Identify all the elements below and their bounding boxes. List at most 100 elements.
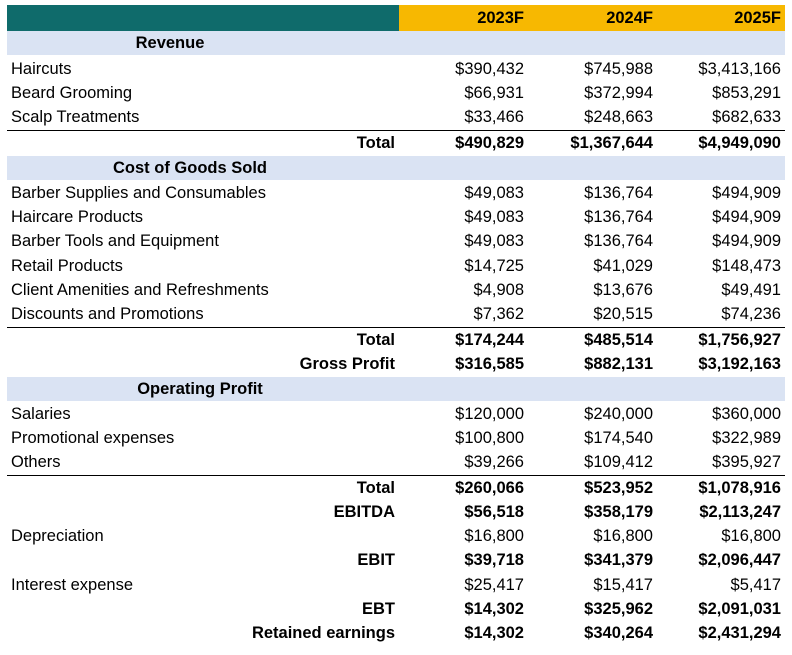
value-2023: $316,585 <box>455 354 524 373</box>
table-row: Client Amenities and Refreshments $4,908… <box>7 278 785 302</box>
value-2025: $494,909 <box>712 231 781 250</box>
row-label: EBIT <box>357 550 395 569</box>
row-label: EBITDA <box>333 502 395 521</box>
row-label: EBT <box>362 599 395 618</box>
row-label: Total <box>356 478 395 497</box>
value-2025: $853,291 <box>712 83 781 102</box>
row-label: Salaries <box>11 404 71 423</box>
ebit-row: EBIT $39,718 $341,379 $2,096,447 <box>7 548 785 572</box>
value-2024: $745,988 <box>584 59 653 78</box>
value-2025: $395,927 <box>712 452 781 471</box>
value-2024: $358,179 <box>584 502 653 521</box>
value-2025: $49,491 <box>721 280 781 299</box>
row-label: Haircare Products <box>11 207 144 226</box>
gross-profit-row: Gross Profit $316,585 $882,131 $3,192,16… <box>7 352 785 376</box>
value-2025: $1,756,927 <box>698 330 781 349</box>
retained-earnings-row: Retained earnings $14,302 $340,264 $2,43… <box>7 621 785 645</box>
value-2023: $25,417 <box>464 575 524 594</box>
row-label: Gross Profit <box>299 354 395 373</box>
value-2024: $136,764 <box>584 231 653 250</box>
value-2025: $494,909 <box>712 183 781 202</box>
row-label: Interest expense <box>11 575 133 594</box>
value-2024: $15,417 <box>593 575 653 594</box>
interest-expense-row: Interest expense $25,417 $15,417 $5,417 <box>7 573 785 597</box>
section-operating-profit: Operating Profit <box>7 377 785 401</box>
table-row: Barber Supplies and Consumables $49,083 … <box>7 181 785 205</box>
value-2024: $340,264 <box>584 623 653 642</box>
table-row: Scalp Treatments $33,466 $248,663 $682,6… <box>7 105 785 129</box>
year-2025-header: 2025F <box>659 5 785 31</box>
value-2024: $174,540 <box>584 428 653 447</box>
value-2023: $7,362 <box>473 304 524 323</box>
value-2025: $494,909 <box>712 207 781 226</box>
table-row: Discounts and Promotions $7,362 $20,515 … <box>7 302 785 326</box>
value-2025: $4,949,090 <box>698 133 781 152</box>
value-2023: $14,302 <box>464 623 524 642</box>
table-row: Retail Products $14,725 $41,029 $148,473 <box>7 254 785 278</box>
row-label: Discounts and Promotions <box>11 304 204 323</box>
value-2025: $2,091,031 <box>698 599 781 618</box>
value-2023: $39,266 <box>464 452 524 471</box>
value-2024: $882,131 <box>584 354 653 373</box>
value-2023: $4,908 <box>473 280 524 299</box>
row-label: Total <box>356 330 395 349</box>
row-label: Scalp Treatments <box>11 107 140 126</box>
divider <box>7 475 785 476</box>
value-2025: $5,417 <box>730 575 781 594</box>
value-2025: $322,989 <box>712 428 781 447</box>
row-label: Haircuts <box>11 59 72 78</box>
row-label: Barber Tools and Equipment <box>11 231 219 250</box>
value-2024: $41,029 <box>593 256 653 275</box>
value-2023: $260,066 <box>455 478 524 497</box>
value-2024: $372,994 <box>584 83 653 102</box>
table-row: Haircuts $390,432 $745,988 $3,413,166 <box>7 57 785 81</box>
value-2023: $390,432 <box>455 59 524 78</box>
value-2023: $100,800 <box>455 428 524 447</box>
value-2023: $49,083 <box>464 207 524 226</box>
value-2024: $136,764 <box>584 183 653 202</box>
value-2025: $682,633 <box>712 107 781 126</box>
depreciation-row: Depreciation $16,800 $16,800 $16,800 <box>7 524 785 548</box>
value-2025: $2,113,247 <box>699 502 781 521</box>
value-2024: $1,367,644 <box>570 133 653 152</box>
value-2024: $20,515 <box>593 304 653 323</box>
value-2024: $485,514 <box>584 330 653 349</box>
value-2023: $49,083 <box>464 231 524 250</box>
value-2024: $523,952 <box>584 478 653 497</box>
value-2025: $360,000 <box>712 404 781 423</box>
value-2025: $2,096,447 <box>698 550 781 569</box>
table-row: Others $39,266 $109,412 $395,927 <box>7 450 785 474</box>
value-2024: $325,962 <box>584 599 653 618</box>
table-row: Beard Grooming $66,931 $372,994 $853,291 <box>7 81 785 105</box>
header-row: 2023F 2024F 2025F <box>7 5 785 31</box>
value-2025: $16,800 <box>721 526 781 545</box>
value-2025: $148,473 <box>712 256 781 275</box>
value-2025: $74,236 <box>721 304 781 323</box>
value-2023: $33,466 <box>464 107 524 126</box>
value-2023: $66,931 <box>464 83 524 102</box>
row-label: Beard Grooming <box>11 83 133 102</box>
row-label: Depreciation <box>11 526 104 545</box>
row-label: Client Amenities and Refreshments <box>11 280 269 299</box>
value-2024: $248,663 <box>584 107 653 126</box>
ebt-row: EBT $14,302 $325,962 $2,091,031 <box>7 597 785 621</box>
value-2025: $2,431,294 <box>698 623 781 642</box>
value-2023: $16,800 <box>464 526 524 545</box>
divider <box>7 327 785 328</box>
value-2023: $14,302 <box>464 599 524 618</box>
year-2023-header: 2023F <box>399 5 530 31</box>
divider <box>7 130 785 131</box>
value-2025: $3,413,166 <box>698 59 781 78</box>
header-label-cell <box>7 5 399 31</box>
opex-total-row: Total $260,066 $523,952 $1,078,916 <box>7 476 785 500</box>
value-2023: $49,083 <box>464 183 524 202</box>
row-label: Retained earnings <box>251 623 395 642</box>
revenue-total-row: Total $490,829 $1,367,644 $4,949,090 <box>7 131 785 155</box>
value-2024: $16,800 <box>593 526 653 545</box>
value-2023: $56,518 <box>464 502 524 521</box>
value-2023: $39,718 <box>464 550 524 569</box>
value-2024: $13,676 <box>593 280 653 299</box>
section-title: Operating Profit <box>137 379 263 398</box>
value-2023: $174,244 <box>455 330 524 349</box>
